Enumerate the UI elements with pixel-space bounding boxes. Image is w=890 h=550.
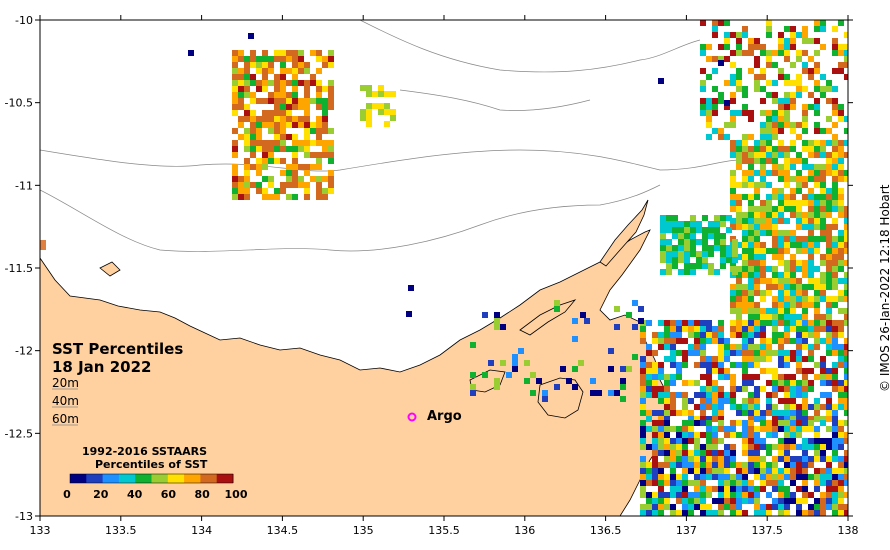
legend-title-2: Percentiles of SST [95,458,208,471]
depth-contour-60m [359,20,701,73]
y-tick-label: -11 [15,179,33,192]
x-tick-label: 137.5 [751,524,783,537]
colorbar-swatch [200,474,218,483]
depth-contour-40m [40,184,661,252]
percentile-colorbar: 0 20 40 60 80 100 [63,473,248,501]
x-tick-label: 138 [838,524,859,537]
colorbar-border [69,473,234,484]
argo-marker[interactable] [407,412,417,422]
colorbar-swatch [86,474,104,483]
colorbar-tick-label: 60 [161,488,177,501]
colorbar-tick-label: 80 [195,488,211,501]
colorbar-tick-label: 100 [225,488,248,501]
y-tick-label: -12.5 [5,427,33,440]
sst-percentile-pixels [188,20,848,516]
legend-title-1: 1992-2016 SSTAARS [82,445,208,458]
x-tick-label: 136 [514,524,535,537]
colorbar-swatch [184,474,201,483]
x-tick-label: 133 [30,524,51,537]
x-tick-label: 133.5 [105,524,137,537]
x-tick-label: 137 [676,524,697,537]
colorbar-tick-label: 0 [63,488,71,501]
depth-label-20m: 20m [52,376,79,390]
coastal-island-small [99,261,121,277]
island-groote [537,377,584,419]
argo-label: Argo [427,409,462,424]
colorbar-swatch [102,474,120,483]
colorbar-swatch [70,474,87,483]
y-tick-label: -13 [15,510,33,523]
x-tick-label: 136.5 [590,524,622,537]
credit-text: © IMOS 26-Jan-2022 12:18 Hobart [878,184,890,392]
colorbar-swatch [167,474,185,483]
x-tick-label: 135.5 [428,524,460,537]
depth-contour-outer [399,89,591,111]
colorbar-swatch [118,474,136,483]
y-tick-label: -11.5 [5,262,33,275]
x-axis: 133 133.5 134 134.5 135 135.5 136 136.5 137 137.5… [30,15,859,537]
y-tick-label: -10.5 [5,97,33,110]
colorbar-swatch [216,474,234,483]
map-title: SST Percentiles [52,340,184,358]
coastal-island-edge [40,240,46,250]
island-arm-1 [599,199,649,267]
map-date: 18 Jan 2022 [52,358,152,376]
island-arm-2 [519,299,577,336]
colorbar-swatch [135,474,152,483]
depth-label-40m: 40m [52,394,79,408]
x-tick-label: 134.5 [267,524,299,537]
depth-label-60m: 60m [52,412,79,426]
y-tick-label: -12 [15,345,33,358]
colorbar-tick-label: 20 [93,488,109,501]
colorbar-tick-label: 40 [127,488,143,501]
x-tick-label: 134 [191,524,212,537]
y-axis: -10 -10.5 -11 -11.5 -12 -12.5 -13 [5,14,853,523]
colorbar-swatch [151,474,169,483]
y-tick-label: -10 [15,14,33,27]
depth-contour-20m [40,149,741,172]
x-tick-label: 135 [353,524,374,537]
